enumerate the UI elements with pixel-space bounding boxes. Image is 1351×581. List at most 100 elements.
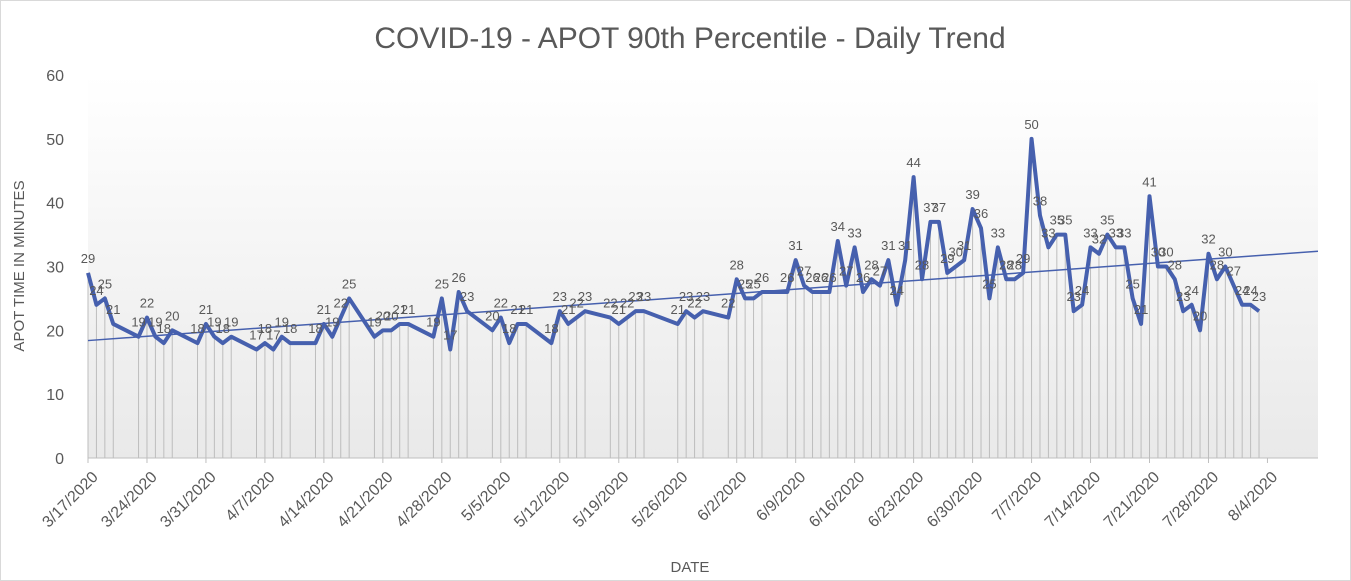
data-label: 20 bbox=[384, 308, 398, 323]
data-label: 23 bbox=[679, 289, 693, 304]
data-label: 33 bbox=[991, 225, 1005, 240]
y-tick-label: 50 bbox=[46, 132, 64, 149]
data-label: 23 bbox=[1252, 289, 1266, 304]
data-label: 22 bbox=[494, 296, 508, 311]
data-label: 24 bbox=[1184, 283, 1198, 298]
data-label: 37 bbox=[923, 200, 937, 215]
data-label: 29 bbox=[940, 251, 954, 266]
data-label: 28 bbox=[999, 257, 1013, 272]
data-label: 18 bbox=[216, 321, 230, 336]
data-label: 28 bbox=[1210, 257, 1224, 272]
data-label: 26 bbox=[805, 270, 819, 285]
data-label: 26 bbox=[451, 270, 465, 285]
data-label: 24 bbox=[1075, 283, 1089, 298]
data-label: 21 bbox=[401, 302, 415, 317]
data-label: 26 bbox=[822, 270, 836, 285]
data-label: 28 bbox=[1168, 257, 1182, 272]
data-label: 22 bbox=[721, 296, 735, 311]
data-label: 25 bbox=[738, 276, 752, 291]
data-label: 25 bbox=[1125, 276, 1139, 291]
y-tick-label: 40 bbox=[46, 196, 64, 213]
data-label: 21 bbox=[612, 302, 626, 317]
data-label: 25 bbox=[746, 276, 760, 291]
data-label: 21 bbox=[317, 302, 331, 317]
data-label: 19 bbox=[325, 315, 339, 330]
data-label: 18 bbox=[544, 321, 558, 336]
data-label: 32 bbox=[1201, 232, 1215, 247]
data-label: 50 bbox=[1024, 117, 1038, 132]
data-label: 23 bbox=[578, 289, 592, 304]
data-label: 35 bbox=[1050, 213, 1064, 228]
data-label: 19 bbox=[207, 315, 221, 330]
data-label: 36 bbox=[974, 206, 988, 221]
data-label: 44 bbox=[906, 155, 920, 170]
data-label: 29 bbox=[1016, 251, 1030, 266]
data-label: 21 bbox=[392, 302, 406, 317]
data-label: 37 bbox=[932, 200, 946, 215]
data-label: 30 bbox=[1218, 245, 1232, 260]
data-label: 32 bbox=[1092, 232, 1106, 247]
data-label: 18 bbox=[283, 321, 297, 336]
data-label: 22 bbox=[603, 296, 617, 311]
data-label: 27 bbox=[839, 264, 853, 279]
data-label: 33 bbox=[1041, 225, 1055, 240]
data-label: 26 bbox=[856, 270, 870, 285]
data-label: 30 bbox=[1159, 245, 1173, 260]
data-label: 24 bbox=[1243, 283, 1257, 298]
data-label: 22 bbox=[620, 296, 634, 311]
data-label: 24 bbox=[1235, 283, 1249, 298]
data-label: 24 bbox=[89, 283, 103, 298]
data-label: 22 bbox=[687, 296, 701, 311]
data-label: 38 bbox=[1033, 193, 1047, 208]
data-label: 18 bbox=[258, 321, 272, 336]
data-label: 35 bbox=[1058, 213, 1072, 228]
data-label: 33 bbox=[1083, 225, 1097, 240]
data-label: 17 bbox=[443, 327, 457, 342]
x-axis-title: DATE bbox=[671, 559, 710, 576]
data-label: 23 bbox=[460, 289, 474, 304]
y-tick-label: 20 bbox=[46, 323, 64, 340]
data-label: 20 bbox=[485, 308, 499, 323]
data-label: 25 bbox=[98, 276, 112, 291]
data-label: 21 bbox=[670, 302, 684, 317]
data-label: 29 bbox=[81, 251, 95, 266]
y-tick-label: 30 bbox=[46, 260, 64, 277]
chart-title: COVID-19 - APOT 90th Percentile - Daily … bbox=[374, 22, 1005, 55]
data-label: 20 bbox=[165, 308, 179, 323]
data-label: 23 bbox=[628, 289, 642, 304]
y-tick-label: 0 bbox=[55, 451, 64, 468]
data-label: 27 bbox=[797, 264, 811, 279]
data-label: 18 bbox=[502, 321, 516, 336]
data-label: 23 bbox=[1176, 289, 1190, 304]
data-label: 33 bbox=[1109, 225, 1123, 240]
data-label: 31 bbox=[788, 238, 802, 253]
data-label: 25 bbox=[435, 276, 449, 291]
data-label: 21 bbox=[106, 302, 120, 317]
data-label: 28 bbox=[915, 257, 929, 272]
data-label: 25 bbox=[982, 276, 996, 291]
data-label: 18 bbox=[308, 321, 322, 336]
data-label: 22 bbox=[140, 296, 154, 311]
data-label: 30 bbox=[1151, 245, 1165, 260]
data-label: 18 bbox=[190, 321, 204, 336]
data-label: 19 bbox=[426, 315, 440, 330]
data-label: 23 bbox=[637, 289, 651, 304]
data-label: 27 bbox=[1227, 264, 1241, 279]
data-label: 33 bbox=[1117, 225, 1131, 240]
data-label: 41 bbox=[1142, 174, 1156, 189]
data-label: 20 bbox=[376, 308, 390, 323]
data-label: 19 bbox=[224, 315, 238, 330]
data-label: 27 bbox=[873, 264, 887, 279]
data-label: 21 bbox=[510, 302, 524, 317]
data-label: 26 bbox=[780, 270, 794, 285]
data-label: 28 bbox=[864, 257, 878, 272]
trendline bbox=[87, 250, 1319, 342]
data-label: 19 bbox=[148, 315, 162, 330]
data-label: 26 bbox=[755, 270, 769, 285]
data-label: 31 bbox=[881, 238, 895, 253]
data-label: 20 bbox=[1193, 308, 1207, 323]
data-label: 17 bbox=[249, 327, 263, 342]
data-label: 23 bbox=[696, 289, 710, 304]
data-label: 33 bbox=[847, 225, 861, 240]
